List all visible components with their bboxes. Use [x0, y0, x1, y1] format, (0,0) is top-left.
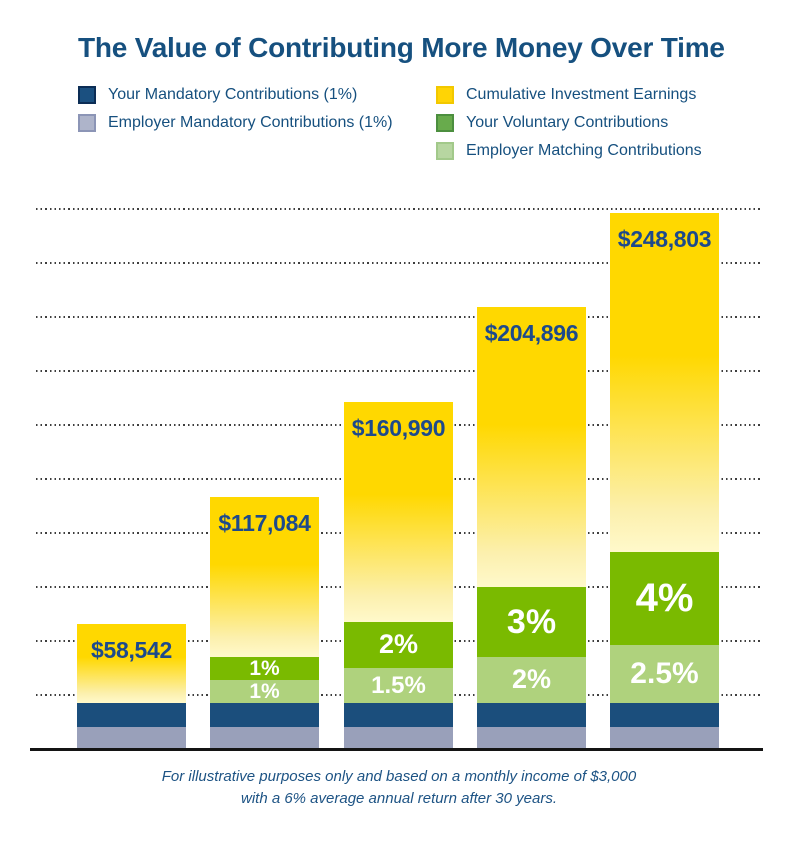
footnote-line-2: with a 6% average annual return after 30…: [240, 790, 558, 807]
bar-2: $117,084 1% 1%: [210, 497, 319, 750]
segment-your-mandatory: [344, 703, 453, 727]
employer-mandatory-swatch-icon: [78, 114, 96, 132]
bar-total-label: $204,896: [484, 320, 579, 347]
voluntary-pct-label: 2%: [378, 629, 419, 660]
segment-your-voluntary: 4%: [610, 551, 719, 645]
legend-item-label: Your Voluntary Contributions: [466, 114, 669, 131]
voluntary-pct-label: 3%: [506, 602, 557, 641]
gridline: [36, 316, 763, 318]
chart-title: The Value of Contributing More Money Ove…: [78, 32, 725, 63]
legend-item: Your Voluntary Contributions: [436, 114, 702, 132]
legend-item: Employer Mandatory Contributions (1%): [78, 114, 393, 132]
bar-total-label: $160,990: [351, 415, 446, 442]
segment-employer-mandatory: [477, 726, 586, 750]
segment-your-mandatory: [610, 703, 719, 727]
investment-earnings-swatch-icon: [436, 86, 454, 104]
employer-matching-swatch-icon: [436, 142, 454, 160]
segment-your-mandatory: [77, 703, 186, 727]
matching-pct-label: 2%: [511, 664, 552, 695]
gridline: [36, 208, 763, 210]
segment-your-mandatory: [477, 703, 586, 727]
legend-right-column: Cumulative Investment Earnings Your Volun…: [436, 86, 702, 170]
bar-total-label: $248,803: [617, 225, 712, 252]
legend-item: Employer Matching Contributions: [436, 142, 702, 160]
legend-item: Cumulative Investment Earnings: [436, 86, 702, 104]
segment-employer-mandatory: [77, 726, 186, 750]
legend-left-column: Your Mandatory Contributions (1%) Employe…: [78, 86, 393, 142]
segment-employer-matching: 1.5%: [344, 668, 453, 704]
bar-total-label: $117,084: [218, 510, 311, 537]
segment-employer-mandatory: [610, 726, 719, 750]
segment-employer-matching: 2%: [477, 656, 586, 704]
segment-cumulative-earnings: $248,803: [610, 212, 719, 552]
voluntary-pct-label: 4%: [635, 576, 694, 621]
legend-item-label: Your Mandatory Contributions (1%): [108, 86, 358, 103]
legend-item-label: Employer Matching Contributions: [466, 142, 702, 159]
segment-employer-matching: 2.5%: [610, 645, 719, 704]
your-voluntary-swatch-icon: [436, 114, 454, 132]
legend-item: Your Mandatory Contributions (1%): [78, 86, 393, 104]
segment-cumulative-earnings: $58,542: [77, 623, 186, 704]
bar-3: $160,990 2% 1.5%: [344, 402, 453, 750]
bar-total-label: $58,542: [90, 636, 173, 663]
legend-item-label: Employer Mandatory Contributions (1%): [108, 114, 393, 131]
legend-item-label: Cumulative Investment Earnings: [466, 86, 697, 103]
segment-cumulative-earnings: $204,896: [477, 307, 586, 587]
your-mandatory-swatch-icon: [78, 86, 96, 104]
segment-your-voluntary: 2%: [344, 621, 453, 669]
gridline: [36, 370, 763, 372]
segment-your-voluntary: 3%: [477, 586, 586, 657]
matching-pct-label: 1%: [249, 680, 280, 704]
gridline: [36, 262, 763, 264]
segment-your-voluntary: 1%: [210, 656, 319, 680]
bar-5: $248,803 4% 2.5%: [610, 212, 719, 750]
segment-cumulative-earnings: $117,084: [210, 497, 319, 657]
segment-employer-mandatory: [210, 726, 319, 750]
matching-pct-label: 1.5%: [371, 671, 426, 699]
footnote-line-1: For illustrative purposes only and based…: [161, 768, 637, 785]
segment-cumulative-earnings: $160,990: [344, 402, 453, 622]
voluntary-pct-label: 1%: [249, 656, 280, 680]
bar-1: $58,542: [77, 623, 186, 750]
x-axis-line: [30, 748, 763, 751]
segment-employer-mandatory: [344, 726, 453, 750]
footnote: For illustrative purposes only and based…: [0, 766, 798, 810]
matching-pct-label: 2.5%: [630, 657, 699, 691]
segment-employer-matching: 1%: [210, 679, 319, 704]
bar-4: $204,896 3% 2%: [477, 307, 586, 750]
segment-your-mandatory: [210, 703, 319, 727]
